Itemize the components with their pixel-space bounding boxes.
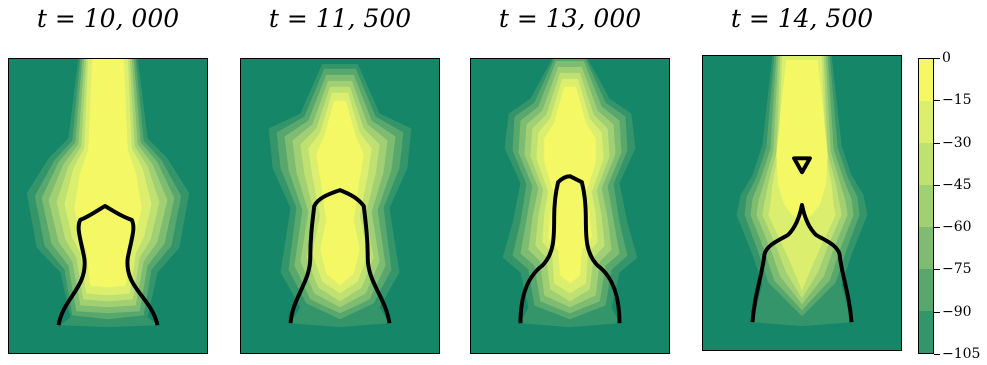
interface-curve [288,188,392,324]
colorbar-tick [934,269,940,271]
colorbar-band [919,185,933,228]
colorbar-band [919,101,933,144]
contour-panel-2 [240,58,440,354]
contour-field [736,56,868,327]
colorbar-tick [934,227,940,229]
colorbar [918,58,934,354]
colorbar-tick-label: −90 [942,303,972,320]
colorbar-tick-label: −15 [942,92,972,109]
contour-panel-1 [8,58,208,354]
colorbar-tick [934,58,940,59]
interface-curve [518,174,622,324]
colorbar-band [919,269,933,312]
interface-curve [750,203,854,323]
interface-droplet [792,156,812,175]
colorbar-tick-label: −105 [942,346,981,362]
colorbar-tick [934,184,940,186]
colorbar-band [919,227,933,270]
colorbar-band [919,59,933,102]
contour-field [502,59,638,328]
colorbar-tick-label: −75 [942,261,972,278]
colorbar-tick [934,100,940,102]
colorbar-tick [934,354,940,355]
colorbar-tick-label: 0 [942,50,951,66]
contour-field [268,63,412,328]
contour-panel-3 [470,58,670,354]
panel-title-1: t = 10, 000 [36,4,180,33]
colorbar-tick-label: −30 [942,134,972,151]
colorbar-tick [934,142,940,144]
panel-title-3: t = 13, 000 [498,4,642,33]
contour-field [26,59,190,328]
panel-title-2: t = 11, 500 [268,4,412,33]
colorbar-band [919,143,933,186]
colorbar-tick [934,311,940,313]
panel-title-4: t = 14, 500 [730,4,874,33]
colorbar-band [919,311,933,353]
interface-curve [56,204,160,326]
contour-panel-4 [702,55,902,351]
colorbar-tick-label: −60 [942,219,972,236]
colorbar-tick-label: −45 [942,176,972,193]
